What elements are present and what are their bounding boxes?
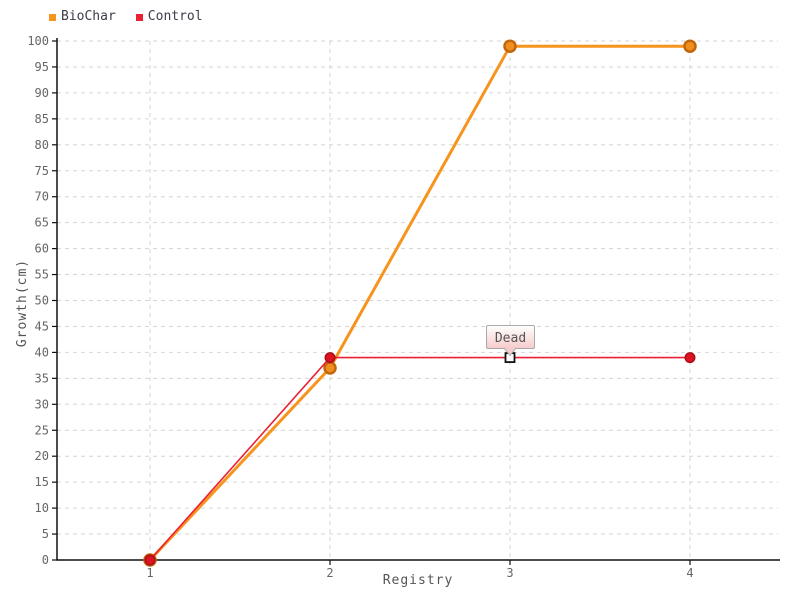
annotation-pointer (503, 347, 517, 357)
annotation-text: Dead (495, 331, 526, 346)
x-tick-label: 2 (326, 566, 333, 580)
legend-label-biochar: BioChar (61, 9, 116, 24)
y-axis-title: Growth(cm) (15, 259, 30, 347)
data-point-biochar[interactable] (323, 361, 337, 375)
legend-swatch-biochar-icon (49, 13, 56, 21)
y-tick-label: 40 (35, 345, 49, 359)
y-tick-label: 10 (35, 501, 49, 515)
legend: BioChar Control (49, 10, 203, 24)
legend-item-biochar[interactable]: BioChar (49, 10, 116, 24)
y-tick-label: 75 (35, 164, 49, 178)
y-tick-label: 85 (35, 112, 49, 126)
y-tick-label: 60 (35, 242, 49, 256)
y-tick-label: 100 (27, 34, 49, 48)
x-tick-label: 4 (686, 566, 693, 580)
y-tick-label: 65 (35, 216, 49, 230)
y-tick-label: 55 (35, 268, 49, 282)
data-point-control[interactable] (684, 352, 696, 364)
data-point-control[interactable] (324, 352, 336, 364)
y-tick-label: 95 (35, 60, 49, 74)
data-point-control[interactable] (144, 554, 156, 566)
y-tick-label: 30 (35, 397, 49, 411)
annotation-callout: Dead (486, 325, 535, 357)
legend-swatch-control-icon (135, 13, 143, 21)
y-tick-label: 35 (35, 371, 49, 385)
data-point-biochar[interactable] (683, 39, 697, 53)
plot-area: 0 5 10 15 20 25 30 35 40 45 50 55 60 65 70 75 80 85 90 95 10… (27, 34, 780, 580)
y-tick-label: 70 (35, 190, 49, 204)
legend-item-control[interactable]: Control (135, 9, 203, 24)
x-tick-label: 1 (146, 566, 153, 580)
series-line-control (149, 356, 691, 561)
y-tick-label: 0 (42, 553, 49, 567)
legend-label-control: Control (147, 9, 203, 24)
y-tick-label: 15 (35, 475, 49, 489)
y-tick-label: 50 (35, 294, 49, 308)
y-tick-label: 25 (35, 423, 49, 437)
series-line-biochar (148, 44, 692, 562)
y-tick-label: 20 (35, 449, 49, 463)
y-tick-label: 45 (35, 319, 49, 333)
y-tick-label: 80 (35, 138, 49, 152)
x-tick-label: 3 (506, 566, 513, 580)
data-point-biochar[interactable] (503, 39, 517, 53)
x-axis-title: Registry (383, 573, 454, 588)
y-tick-label: 5 (42, 527, 49, 541)
y-tick-label: 90 (35, 86, 49, 100)
